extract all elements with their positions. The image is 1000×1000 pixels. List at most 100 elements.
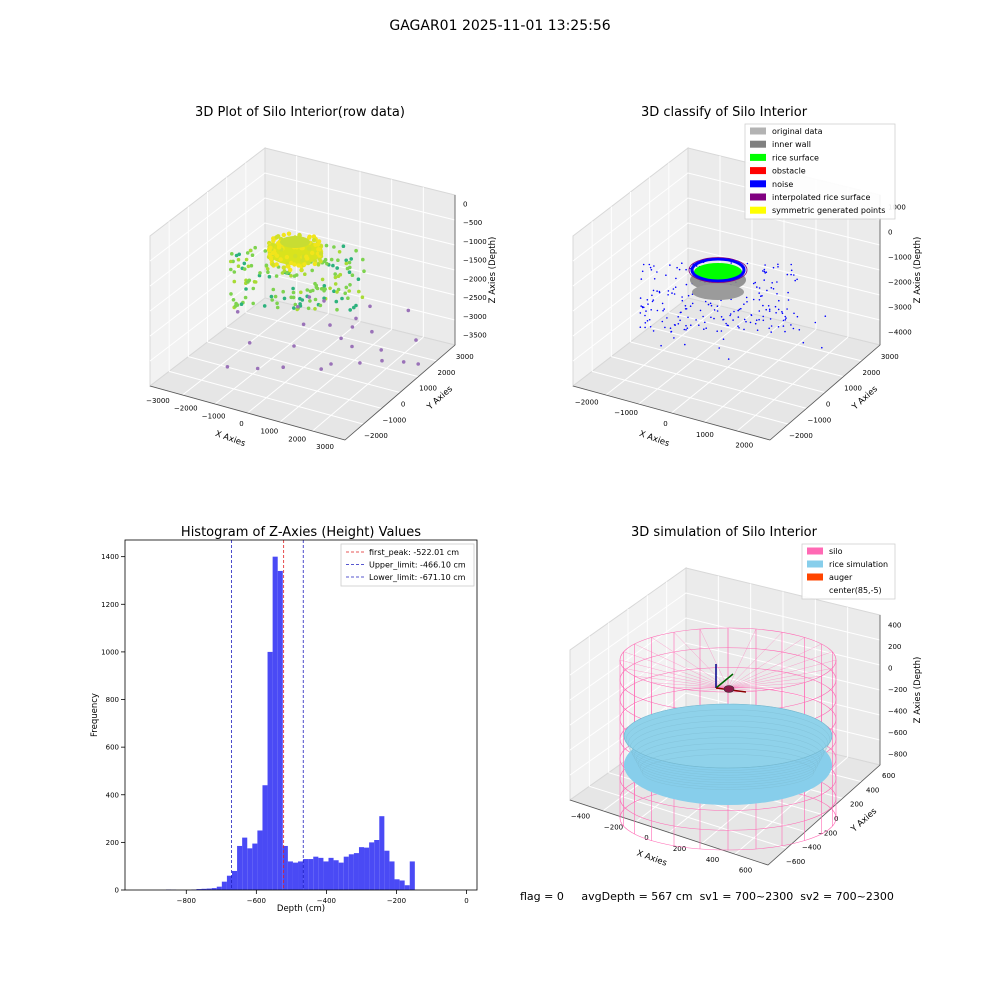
x-axis-label: X Axies xyxy=(638,429,671,449)
data-point xyxy=(274,235,279,240)
bars xyxy=(165,556,415,890)
silo-roof-edge xyxy=(623,651,729,689)
legend: silo rice simulation auger center(85,-5) xyxy=(801,543,896,600)
data-point xyxy=(332,245,336,249)
rice-mesh xyxy=(639,748,817,788)
data-point xyxy=(401,360,406,364)
y-axis-line xyxy=(769,344,881,441)
noise-point xyxy=(777,266,779,268)
noise-point xyxy=(729,314,731,317)
data-point xyxy=(229,292,233,296)
data-point xyxy=(328,286,332,291)
data-point xyxy=(301,322,306,327)
noise-point xyxy=(722,338,725,341)
x-tick-label: −600 xyxy=(247,897,266,905)
noise-point xyxy=(794,279,796,282)
x-tick-label: 0 xyxy=(239,420,243,428)
noise-point xyxy=(776,281,778,283)
noise-point xyxy=(685,329,687,331)
noise-point xyxy=(770,331,772,333)
y-tick-label: −1000 xyxy=(808,416,832,424)
noise-point xyxy=(648,263,651,266)
x-axis-line xyxy=(149,385,346,441)
data-point xyxy=(328,323,332,327)
noise-point xyxy=(710,304,713,307)
rice-mesh xyxy=(629,720,827,776)
grid-line xyxy=(572,247,881,337)
wall-ring xyxy=(690,257,746,283)
data-point xyxy=(300,258,305,263)
data-point xyxy=(275,301,279,306)
data-point xyxy=(325,261,329,266)
y-axis-line xyxy=(344,344,456,441)
histogram-bar xyxy=(323,861,329,890)
noise-point xyxy=(650,269,653,271)
x-tick-label: −2000 xyxy=(174,405,198,413)
data-point xyxy=(335,307,339,312)
x-axis-label: Depth (cm) xyxy=(277,904,325,914)
histogram-bar xyxy=(379,816,385,890)
data-point xyxy=(292,262,297,267)
legend-swatch xyxy=(750,127,766,135)
legend-box xyxy=(340,543,475,587)
data-points xyxy=(639,257,827,360)
chart-title: Histogram of Z-Axies (Height) Values xyxy=(181,525,421,540)
y-tick-label: 800 xyxy=(106,696,119,704)
silo-roof-edge xyxy=(727,651,833,689)
data-point xyxy=(251,286,256,291)
noise-point xyxy=(662,309,664,312)
histogram-bar xyxy=(211,888,217,890)
noise-point xyxy=(763,270,766,273)
data-point xyxy=(370,329,374,334)
z-tick-label: −1000 xyxy=(463,238,487,246)
data-point xyxy=(336,258,340,263)
data-point xyxy=(242,267,247,271)
legend-label: symmetric generated points xyxy=(772,206,885,215)
histogram-bar xyxy=(399,880,405,890)
data-point xyxy=(231,298,236,302)
data-point xyxy=(380,358,384,363)
noise-point xyxy=(760,295,762,298)
histogram-bar xyxy=(267,651,273,890)
data-point xyxy=(294,273,299,277)
data-point xyxy=(344,261,349,266)
histogram-bar xyxy=(374,840,380,890)
interpolated-ring xyxy=(688,257,748,283)
noise-point xyxy=(722,318,725,321)
data-point xyxy=(245,251,250,255)
noise-point xyxy=(703,328,705,331)
noise-point xyxy=(642,263,645,266)
histogram-bar xyxy=(298,861,304,890)
noise-point xyxy=(750,314,753,317)
legend-swatch xyxy=(807,573,823,581)
noise-point xyxy=(647,303,649,305)
histogram-bar xyxy=(287,861,293,890)
data-point xyxy=(268,245,273,250)
data-point xyxy=(247,341,252,345)
chart-3d-2: −2000−1000010002000−2000−100001000200030… xyxy=(571,105,923,450)
noise-point xyxy=(784,319,787,321)
auger-marker xyxy=(723,685,735,693)
data-point xyxy=(349,257,354,261)
data-point xyxy=(239,302,244,307)
noise-point xyxy=(778,299,780,302)
noise-point xyxy=(639,297,642,299)
z-tick-label: −800 xyxy=(888,750,907,758)
histogram-bar xyxy=(206,888,212,890)
data-point xyxy=(323,257,328,262)
noise-point xyxy=(738,327,740,329)
noise-point xyxy=(661,320,664,323)
histogram-bar xyxy=(226,875,232,890)
noise-point xyxy=(762,319,765,322)
noise-point xyxy=(663,308,665,310)
data-point xyxy=(305,288,310,292)
data-point xyxy=(346,296,350,301)
data-point xyxy=(307,235,312,240)
grid-line xyxy=(569,667,881,751)
x-tick-label: 1000 xyxy=(260,428,278,436)
y-tick-label: −2000 xyxy=(364,432,388,440)
noise-point xyxy=(683,328,686,331)
data-point xyxy=(310,268,315,273)
data-point xyxy=(360,295,365,300)
